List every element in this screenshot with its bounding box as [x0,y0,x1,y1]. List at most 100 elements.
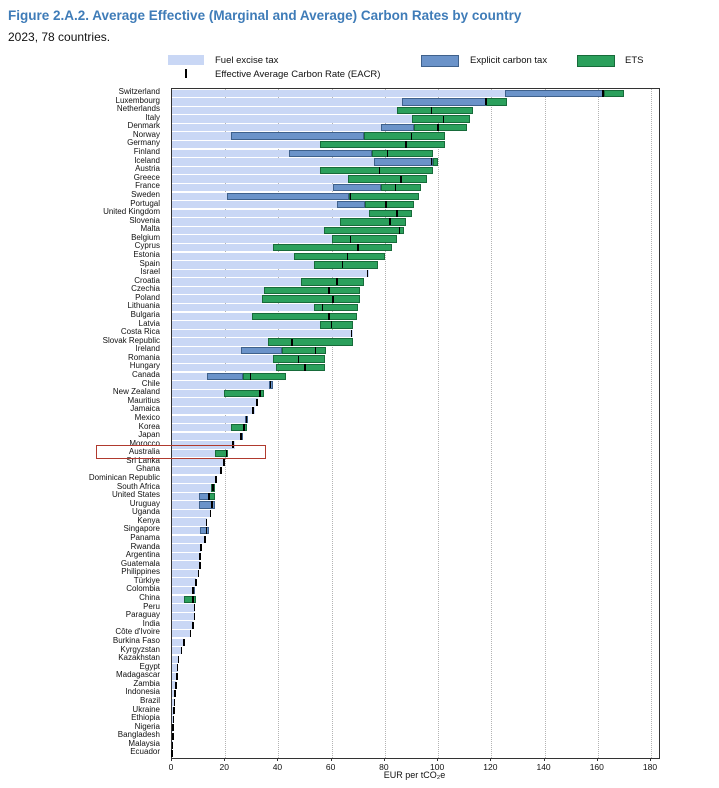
country-label: Korea [138,421,160,431]
fuel-segment [172,269,369,278]
country-label: Malaysia [128,738,160,748]
fuel-segment [172,158,375,166]
country-label: Singapore [123,524,160,534]
eacr-tick [366,269,369,277]
fuel-segment [172,132,231,140]
fuel-segment [172,226,324,235]
x-tickmark-140 [543,758,545,761]
country-label: Egypt [139,661,160,671]
eacr-tick [378,166,381,174]
fuel-segment [172,561,200,569]
fuel-segment [172,681,177,689]
x-axis: 0 20 40 60 80 100 120 140 160 180 [0,757,719,787]
ets-segment [371,149,433,157]
country-label: Indonesia [125,687,160,697]
eacr-tick [400,175,402,183]
x-tick-label-140: 140 [536,762,551,772]
eacr-tick [199,561,201,569]
fuel-segment [172,243,274,252]
legend-carbon-label: Explicit carbon tax [470,55,548,66]
country-label: Ecuador [130,747,160,757]
ets-segment [319,141,445,149]
fuel-segment [172,286,264,295]
country-label: India [142,618,160,628]
country-label: Bangladesh [117,730,160,740]
x-tick-label-80: 80 [379,762,389,772]
country-label: Romania [127,352,160,362]
ets-segment [230,424,247,432]
fuel-segment [172,569,199,578]
country-label: Luxembourg [115,95,160,105]
eacr-tick [259,389,261,397]
carbon-segment [504,89,605,97]
eacr-tick [410,132,413,140]
page-subtitle: 2023, 78 countries. [8,30,111,44]
country-label: Ethiopia [131,713,160,723]
country-label: Poland [135,292,160,302]
eacr-tick [205,518,208,526]
eacr-tick [602,89,604,97]
ets-segment [414,123,468,132]
country-label: Italy [145,112,160,122]
x-tickmark-60 [330,758,332,761]
ets-segment [223,389,264,398]
ets-segment [347,175,428,183]
fuel-segment [172,664,178,672]
eacr-tick [225,450,228,458]
x-tickmark-20 [224,758,226,761]
eacr-tick [175,681,178,689]
country-label: Hungary [129,361,160,371]
legend-eacr-label: Effective Average Carbon Rate (EACR) [215,69,381,80]
country-label: Morocco [129,438,160,448]
eacr-tick [172,715,175,723]
fuel-segment [172,389,224,398]
country-label: Czechia [131,284,160,294]
eacr-tick [240,432,242,440]
country-label: Rwanda [130,541,160,551]
eacr-tick [430,158,433,166]
x-tickmark-80 [383,758,385,761]
country-label: Mauritius [127,395,160,405]
fuel-segment [172,449,215,458]
eacr-tick [200,544,203,552]
fuel-segment [172,621,194,629]
eacr-tick [172,724,174,732]
fuel-segment [172,501,199,509]
eacr-tick [336,278,338,286]
country-label: Austria [135,164,160,174]
plot-area [171,88,660,759]
country-label: Côte d'Ivoire [115,627,160,637]
ets-segment [267,338,353,346]
eacr-tick [192,621,195,629]
x-tick-label-180: 180 [642,762,658,772]
legend-eacr-marker-icon [185,69,187,78]
carbon-segment [198,501,215,509]
ets-segment [486,98,508,106]
carbon-segment [226,192,349,200]
ets-segment [348,192,420,200]
country-label: Mexico [134,412,160,422]
country-label: Ireland [135,344,160,354]
eacr-tick [321,304,324,312]
fuel-segment [172,123,381,132]
country-label: Japan [138,430,160,440]
ets-segment [301,278,364,286]
fuel-segment [172,612,195,621]
fuel-segment [172,492,199,501]
country-label: Lithuania [127,301,160,311]
fuel-segment [172,638,184,646]
ets-segment [364,201,415,209]
eacr-tick [171,741,174,749]
fuel-segment [172,329,353,338]
fuel-segment [172,509,211,518]
country-label: Colombia [126,584,160,594]
fuel-segment [172,698,175,706]
country-label: Iceland [134,155,160,165]
eacr-tick [330,321,333,329]
x-tickmark-40 [277,758,279,761]
eacr-tick [173,707,175,715]
ets-segment [380,183,421,192]
country-label: Jamaica [130,404,160,414]
ets-segment [275,364,325,372]
